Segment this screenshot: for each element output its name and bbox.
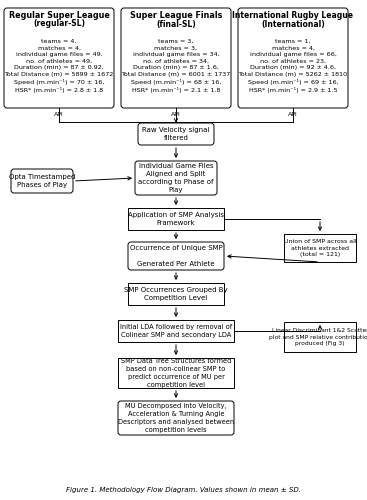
Text: (regular-SL): (regular-SL) (33, 20, 85, 28)
Bar (118, 320, 234, 342)
Text: API: API (288, 112, 298, 117)
FancyBboxPatch shape (128, 242, 224, 270)
Text: API: API (54, 112, 64, 117)
Text: SMP Data Tree Structures formed
based on non-colinear SMP to
predict occurrence : SMP Data Tree Structures formed based on… (121, 358, 231, 388)
FancyBboxPatch shape (4, 8, 114, 108)
Text: Regular Super League: Regular Super League (8, 10, 109, 20)
Bar (284, 234, 356, 262)
Bar (118, 358, 234, 388)
Bar (128, 283, 224, 305)
Text: Union of SMP across all
athletes extracted
(total = 121): Union of SMP across all athletes extract… (284, 239, 356, 257)
FancyBboxPatch shape (121, 8, 231, 108)
Text: Individual Game Files
Aligned and Split
according to Phase of
Play: Individual Game Files Aligned and Split … (138, 163, 214, 193)
FancyBboxPatch shape (238, 8, 348, 108)
Text: (final-SL): (final-SL) (156, 20, 196, 28)
Bar (128, 208, 224, 230)
Text: (International): (International) (261, 20, 325, 28)
Text: Figure 1. Methodology Flow Diagram. Values shown in mean ± SD.: Figure 1. Methodology Flow Diagram. Valu… (65, 487, 301, 493)
FancyBboxPatch shape (138, 123, 214, 145)
Text: Raw Velocity signal
filtered: Raw Velocity signal filtered (142, 127, 210, 141)
Text: Super League Finals: Super League Finals (130, 10, 222, 20)
Bar (284, 322, 356, 352)
FancyBboxPatch shape (118, 401, 234, 435)
Text: Linear Discriminant 1&2 Scatter
plot and SMP relative contribution
produced (Fig: Linear Discriminant 1&2 Scatter plot and… (269, 328, 367, 346)
Text: Opta Timestamped
Phases of Play: Opta Timestamped Phases of Play (9, 174, 75, 188)
Text: Application of SMP Analysis
Framework: Application of SMP Analysis Framework (128, 212, 224, 226)
Text: API: API (171, 112, 181, 117)
Text: SMP Occurrences Grouped By
Competition Level: SMP Occurrences Grouped By Competition L… (124, 287, 228, 301)
Text: teams = 3,
matches = 3,
individual game files = 34,
no. of athletes = 34,
Durati: teams = 3, matches = 3, individual game … (121, 39, 230, 93)
Text: MU Decomposed into Velocity,
Acceleration & Turning Angle
Descriptors and analys: MU Decomposed into Velocity, Acceleratio… (118, 403, 234, 433)
Text: teams = 1,
matches = 4,
individual game files = 66,
no. of athletes = 23,
Durati: teams = 1, matches = 4, individual game … (239, 39, 348, 93)
FancyBboxPatch shape (135, 161, 217, 195)
Text: teams = 4,
matches = 4,
individual game files = 49,
no. of athletes = 49,
Durati: teams = 4, matches = 4, individual game … (4, 39, 114, 93)
Text: International Rugby League: International Rugby League (233, 10, 353, 20)
Text: Occurrence of Unique SMP

Generated Per Athlete: Occurrence of Unique SMP Generated Per A… (130, 245, 222, 267)
Text: Initial LDA followed by removal of
Colinear SMP and secondary LDA: Initial LDA followed by removal of Colin… (120, 324, 232, 338)
FancyBboxPatch shape (11, 169, 73, 193)
